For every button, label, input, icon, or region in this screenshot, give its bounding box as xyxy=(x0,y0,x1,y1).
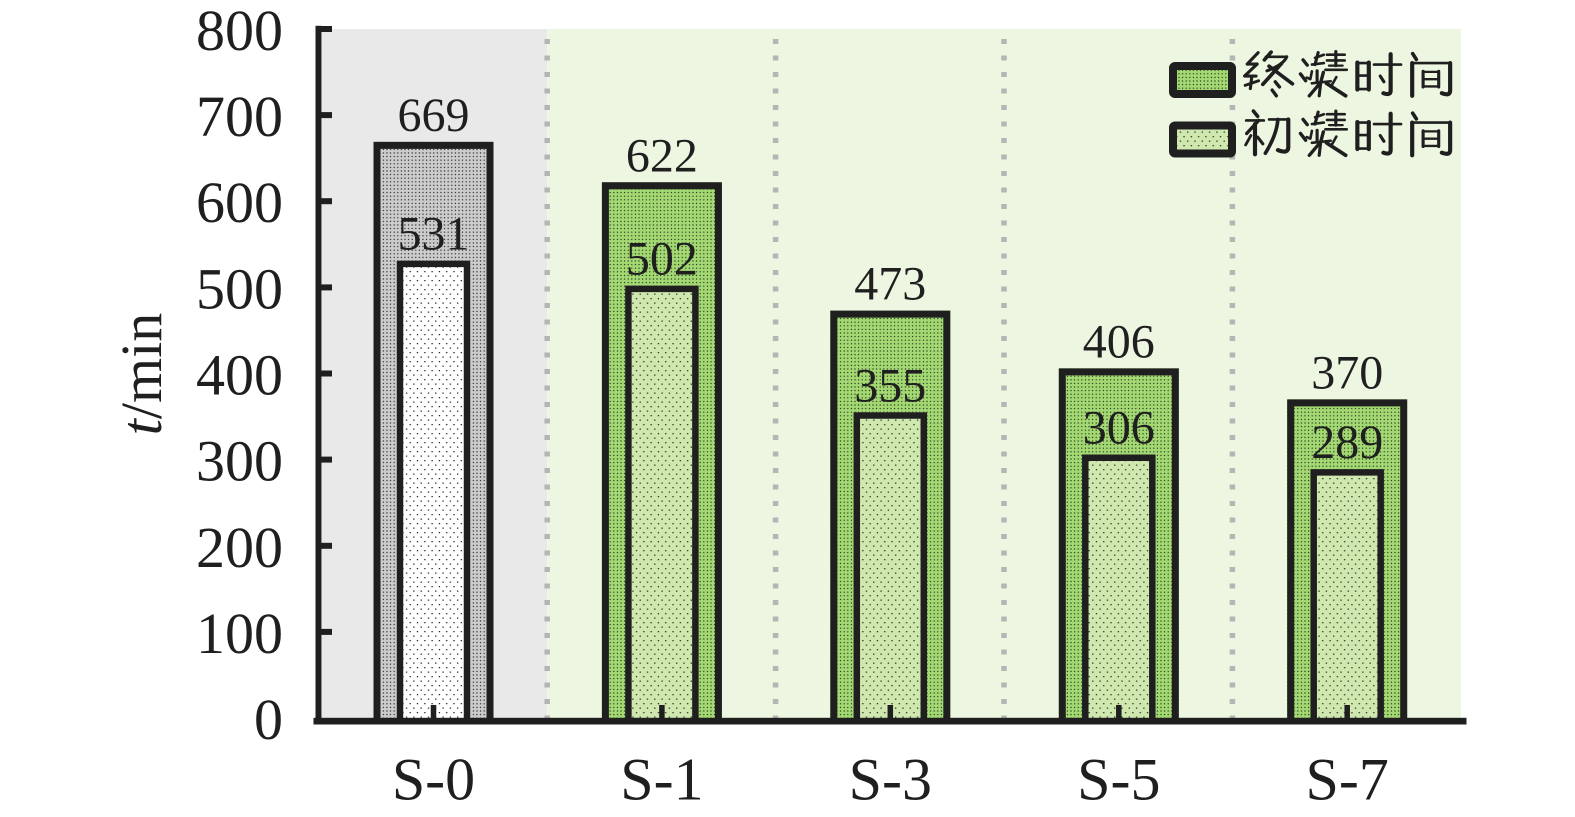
svg-text:473: 473 xyxy=(854,258,926,311)
svg-text:S-7: S-7 xyxy=(1306,747,1389,813)
svg-text:406: 406 xyxy=(1083,315,1155,368)
svg-text:300: 300 xyxy=(196,429,283,494)
svg-text:700: 700 xyxy=(196,84,283,149)
svg-text:355: 355 xyxy=(854,359,926,412)
svg-text:S-5: S-5 xyxy=(1077,747,1160,813)
svg-text:622: 622 xyxy=(626,129,698,182)
svg-text:800: 800 xyxy=(196,0,283,63)
svg-text:100: 100 xyxy=(196,601,283,666)
svg-text:S-3: S-3 xyxy=(849,747,932,813)
svg-text:600: 600 xyxy=(196,170,283,235)
svg-text:306: 306 xyxy=(1083,402,1155,455)
svg-text:400: 400 xyxy=(196,343,283,408)
svg-text:531: 531 xyxy=(398,208,470,261)
svg-text:502: 502 xyxy=(626,233,698,286)
svg-text:200: 200 xyxy=(196,515,283,580)
svg-text:289: 289 xyxy=(1311,416,1383,469)
svg-text:S-1: S-1 xyxy=(620,747,703,813)
svg-text:t/min: t/min xyxy=(109,313,174,435)
svg-text:S-0: S-0 xyxy=(392,747,475,813)
svg-text:370: 370 xyxy=(1311,346,1383,399)
svg-text:669: 669 xyxy=(398,89,470,142)
svg-text:0: 0 xyxy=(254,687,283,752)
svg-text:500: 500 xyxy=(196,256,283,321)
